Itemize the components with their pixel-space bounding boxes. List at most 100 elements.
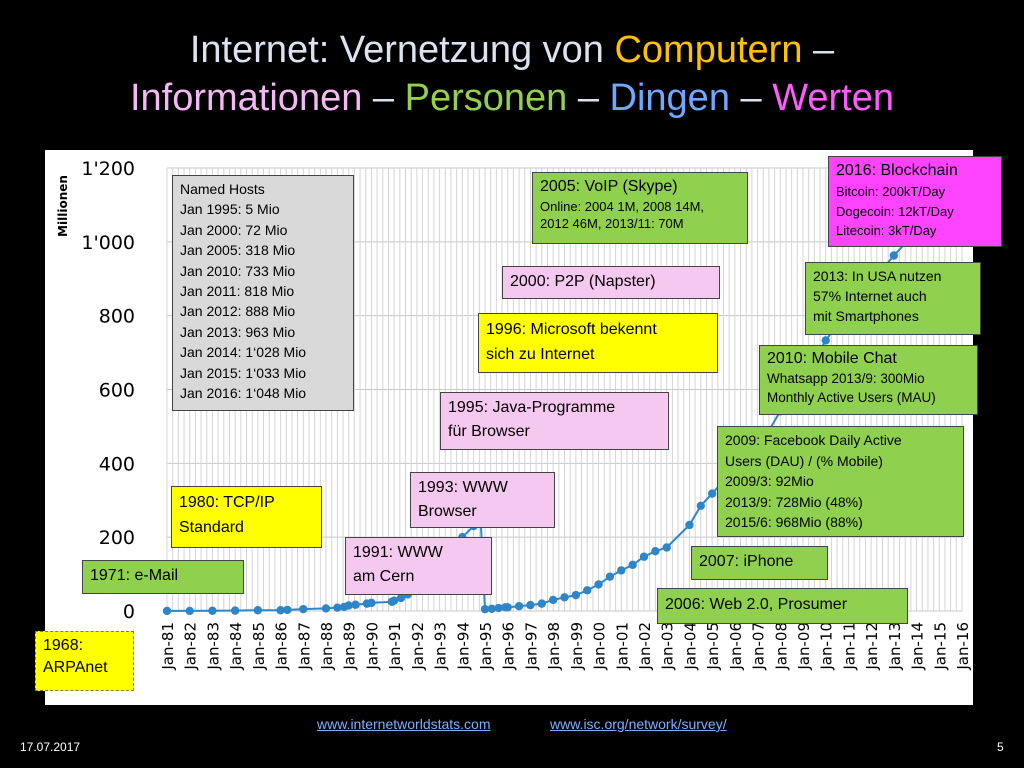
blockchain-detail: Bitcoin: 200kT/Day Dogecoin: 12kT/Day Li… [836, 184, 954, 238]
hosts-data-point [321, 604, 331, 613]
y-axis-label: Millionen [56, 175, 70, 237]
hosts-data-point [560, 593, 569, 602]
arpanet-text: 1968: ARPAnet [43, 637, 108, 676]
x-tick-label: Jan-96 [500, 622, 518, 671]
x-tick-label: Jan-81 [159, 622, 177, 671]
x-tick-label: Jan-84 [227, 622, 245, 671]
smartphones-box: 2013: In USA nutzen 57% Internet auch mi… [805, 262, 981, 335]
hosts-data-point [537, 599, 546, 608]
hosts-data-point [487, 604, 497, 613]
title-line-1-segment-2: – [802, 29, 835, 71]
hosts-data-point [333, 603, 342, 612]
hosts-data-point [283, 605, 292, 615]
x-tick-label: Jan-01 [613, 622, 631, 671]
title-line-2-segment-1: – [362, 77, 405, 119]
y-tick-label: 800 [99, 306, 135, 328]
email-box: 1971: e-Mail [82, 560, 244, 594]
blockchain-box: 2016: Blockchain Bitcoin: 200kT/Day Doge… [828, 156, 1002, 247]
x-tick-label: Jan-99 [568, 622, 586, 671]
p2p-text: 2000: P2P (Napster) [510, 273, 656, 290]
title-line-2-segment-0: Informationen [129, 77, 363, 119]
hosts-data-point [696, 501, 705, 510]
hosts-data-point [253, 606, 263, 615]
x-tick-label: Jan-97 [522, 622, 540, 671]
web20-text: 2006: Web 2.0, Prosumer [665, 596, 848, 613]
y-tick-label: 0 [123, 601, 135, 623]
named-hosts-text: Named Hosts Jan 1995: 5 Mio Jan 2000: 72… [180, 181, 307, 402]
hosts-data-point [185, 606, 194, 616]
title-line-2-segment-3: – [567, 77, 610, 119]
x-tick-label: Jan-13 [886, 622, 904, 671]
hosts-data-point [707, 489, 717, 498]
hosts-data-point [480, 604, 490, 614]
hosts-data-point [821, 336, 830, 345]
mobile-chat-box: 2010: Mobile Chat Whatsapp 2013/9: 300Mi… [759, 345, 978, 415]
slide-title-line-1: Internet: Vernetzung von Computern – [0, 28, 1024, 72]
mobile-chat-detail: Whatsapp 2013/9: 300Mio Monthly Active U… [767, 371, 936, 405]
blockchain-heading: 2016: Blockchain [836, 162, 958, 179]
slide-title-line-2: Informationen – Personen – Dingen – Wert… [0, 76, 1024, 120]
hosts-data-point [276, 606, 285, 615]
isc-survey-link[interactable]: www.isc.org/network/survey/ [550, 716, 727, 732]
microsoft-box: 1996: Microsoft bekennt sich zu Internet [478, 313, 718, 373]
x-tick-label: Jan-87 [295, 622, 313, 671]
web20-box: 2006: Web 2.0, Prosumer [657, 588, 908, 624]
y-tick-label: 1'200 [81, 158, 135, 180]
x-tick-label: Jan-07 [750, 622, 768, 671]
x-tick-label: Jan-15 [931, 622, 949, 671]
x-tick-label: Jan-90 [363, 622, 381, 671]
y-tick-label: 200 [99, 527, 135, 549]
tcpip-box: 1980: TCP/IP Standard [171, 486, 322, 548]
java-text: 1995: Java-Programme für Browser [448, 399, 616, 440]
hosts-data-point [617, 566, 626, 575]
x-tick-label: Jan-89 [341, 622, 359, 671]
x-tick-label: Jan-10 [818, 622, 836, 671]
iphone-box: 2007: iPhone [691, 546, 828, 580]
y-tick-label: 600 [99, 380, 135, 402]
title-line-1-segment-0: Internet: Vernetzung von [189, 29, 615, 71]
hosts-data-point [351, 600, 360, 609]
y-tick-label: 1'000 [81, 232, 135, 254]
x-tick-label: Jan-94 [454, 622, 472, 671]
title-line-2-segment-6: Werten [772, 77, 894, 119]
voip-box: 2005: VoIP (Skype) Online: 2004 1M, 2008… [532, 172, 748, 244]
title-line-2-segment-4: Dingen [609, 77, 730, 119]
x-tick-label: Jan-12 [863, 622, 881, 671]
x-tick-label: Jan-83 [204, 622, 222, 671]
hosts-data-point [396, 593, 406, 603]
hosts-data-point [367, 598, 376, 608]
hosts-data-point [526, 600, 535, 610]
mobile-chat-heading: 2010: Mobile Chat [767, 350, 897, 367]
hosts-data-point [299, 604, 308, 614]
named-hosts-box: Named Hosts Jan 1995: 5 Mio Jan 2000: 72… [172, 175, 354, 411]
x-tick-label: Jan-16 [954, 622, 972, 671]
hosts-data-point [494, 603, 503, 613]
hosts-data-point [583, 586, 592, 595]
smartphones-text: 2013: In USA nutzen 57% Internet auch mi… [813, 268, 942, 324]
www-browser-text: 1993: WWW Browser [418, 479, 508, 520]
hosts-data-point [889, 251, 899, 260]
slide-number: 5 [997, 740, 1004, 754]
x-tick-label: Jan-85 [250, 622, 268, 671]
java-box: 1995: Java-Programme für Browser [440, 392, 669, 450]
hosts-data-point [389, 596, 399, 605]
voip-heading: 2005: VoIP (Skype) [540, 178, 678, 195]
hosts-data-point [685, 520, 694, 530]
y-tick-label: 400 [99, 453, 135, 475]
title-line-2-segment-2: Personen [404, 77, 568, 119]
x-tick-label: Jan-92 [409, 622, 427, 671]
internetworldstats-link[interactable]: www.internetworldstats.com [317, 716, 491, 732]
hosts-data-point [162, 606, 172, 616]
facebook-text: 2009: Facebook Daily Active Users (DAU) … [725, 432, 902, 530]
hosts-data-point [605, 572, 615, 581]
x-tick-label: Jan-11 [840, 622, 858, 671]
hosts-data-point [230, 606, 240, 615]
www-browser-box: 1993: WWW Browser [410, 472, 555, 528]
www-cern-box: 1991: WWW am Cern [345, 537, 492, 595]
hosts-data-point [639, 552, 649, 561]
hosts-data-point [628, 560, 637, 570]
p2p-box: 2000: P2P (Napster) [502, 266, 720, 299]
x-tick-label: Jan-14 [909, 622, 927, 671]
www-cern-text: 1991: WWW am Cern [353, 544, 443, 585]
hosts-data-point [548, 595, 558, 605]
